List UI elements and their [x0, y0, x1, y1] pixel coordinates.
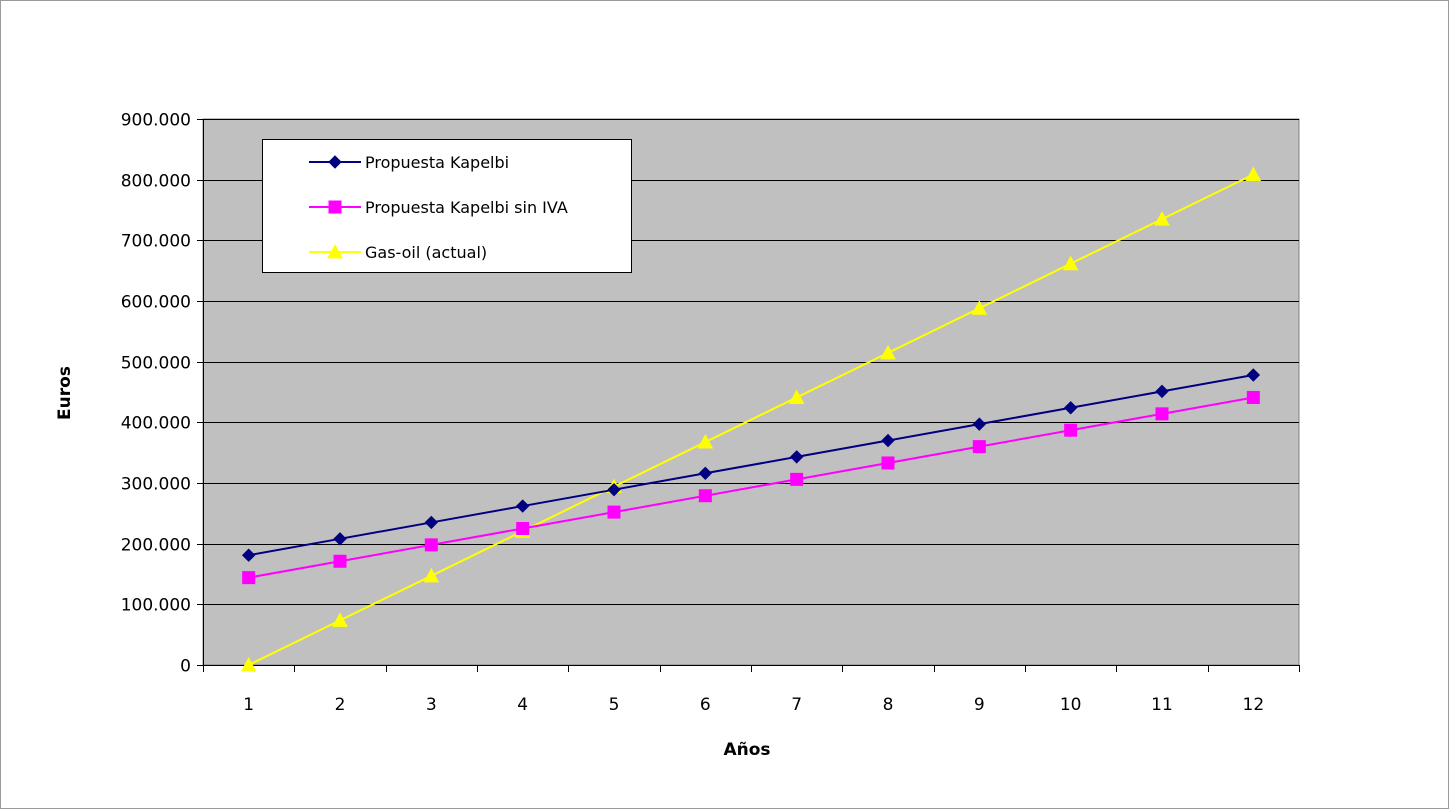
x-tick-label: 11 — [1151, 695, 1173, 715]
data-point — [607, 505, 621, 519]
x-tick-label: 9 — [974, 695, 985, 715]
data-point — [971, 300, 988, 315]
y-tick-label: 800.000 — [121, 172, 191, 192]
y-tick-label: 0 — [180, 657, 191, 677]
x-tick-label: 5 — [609, 695, 620, 715]
data-point — [515, 499, 530, 513]
series-line — [248, 396, 1254, 579]
series-layer — [240, 166, 1262, 672]
series-1 — [241, 368, 1261, 562]
legend-marker — [328, 155, 342, 169]
data-point — [1155, 407, 1169, 421]
data-point — [1246, 368, 1261, 382]
legend-label: Propuesta Kapelbi sin IVA — [365, 198, 568, 217]
x-tick-label: 3 — [426, 695, 437, 715]
data-point — [698, 466, 713, 481]
data-point — [1155, 384, 1169, 399]
legend-label: Gas-oil (actual) — [365, 243, 487, 262]
data-point — [423, 567, 440, 583]
legend-marker — [327, 243, 343, 259]
y-tick-label: 700.000 — [121, 232, 191, 252]
legend-label: Propuesta Kapelbi — [365, 153, 509, 172]
y-tick-label: 400.000 — [121, 414, 191, 434]
data-point — [240, 656, 257, 672]
x-tick-label: 6 — [700, 695, 711, 715]
series-2 — [242, 390, 1260, 585]
data-point — [880, 344, 896, 360]
data-point — [1064, 423, 1078, 437]
series-3 — [240, 166, 1262, 672]
data-point — [881, 433, 895, 448]
data-point — [607, 482, 621, 497]
y-tick-label: 600.000 — [121, 293, 191, 313]
data-point — [333, 532, 347, 546]
legend: Propuesta Kapelbi Propuesta Kapelbi sin I… — [262, 139, 632, 273]
x-tick-label: 12 — [1243, 695, 1265, 715]
y-tick-label: 100.000 — [121, 596, 191, 616]
data-point — [1062, 255, 1079, 271]
y-axis-title: Euros — [55, 366, 75, 420]
legend-marker — [328, 200, 342, 214]
y-tick-label: 500.000 — [121, 354, 191, 374]
y-tick-label: 200.000 — [121, 536, 191, 556]
data-point — [242, 571, 256, 585]
data-point — [1063, 401, 1078, 415]
x-axis-title: Años — [723, 740, 770, 760]
legend-item: Propuesta Kapelbi sin IVA — [309, 198, 568, 217]
data-point — [972, 417, 987, 431]
data-point — [972, 440, 986, 454]
legend-item: Gas-oil (actual) — [309, 243, 487, 262]
data-point — [332, 612, 348, 627]
data-point — [790, 472, 804, 486]
data-point — [241, 548, 256, 562]
y-tick-label: 900.000 — [121, 111, 191, 131]
data-point — [424, 515, 439, 530]
data-point — [788, 389, 805, 404]
data-point — [697, 433, 714, 449]
x-tick-label: 2 — [335, 695, 346, 715]
legend-item: Propuesta Kapelbi — [309, 153, 509, 172]
data-point — [333, 554, 347, 568]
x-tick-label: 4 — [517, 695, 528, 715]
series-line — [248, 173, 1254, 666]
series-line — [248, 374, 1254, 557]
x-tick-label: 8 — [883, 695, 894, 715]
x-tick-label: 1 — [243, 695, 254, 715]
data-point — [1245, 166, 1262, 182]
x-tick-label: 7 — [791, 695, 802, 715]
data-point — [1246, 390, 1260, 404]
data-point — [698, 489, 712, 503]
data-point — [424, 538, 438, 552]
axes: 0 100.000 200.000 300.000 400.000 500.000 600.… — [121, 111, 1300, 715]
data-point — [1154, 211, 1170, 226]
data-point — [516, 522, 530, 535]
data-point — [789, 450, 804, 464]
y-tick-label: 300.000 — [121, 475, 191, 495]
x-tick-label: 10 — [1060, 695, 1082, 715]
data-point — [881, 456, 895, 470]
